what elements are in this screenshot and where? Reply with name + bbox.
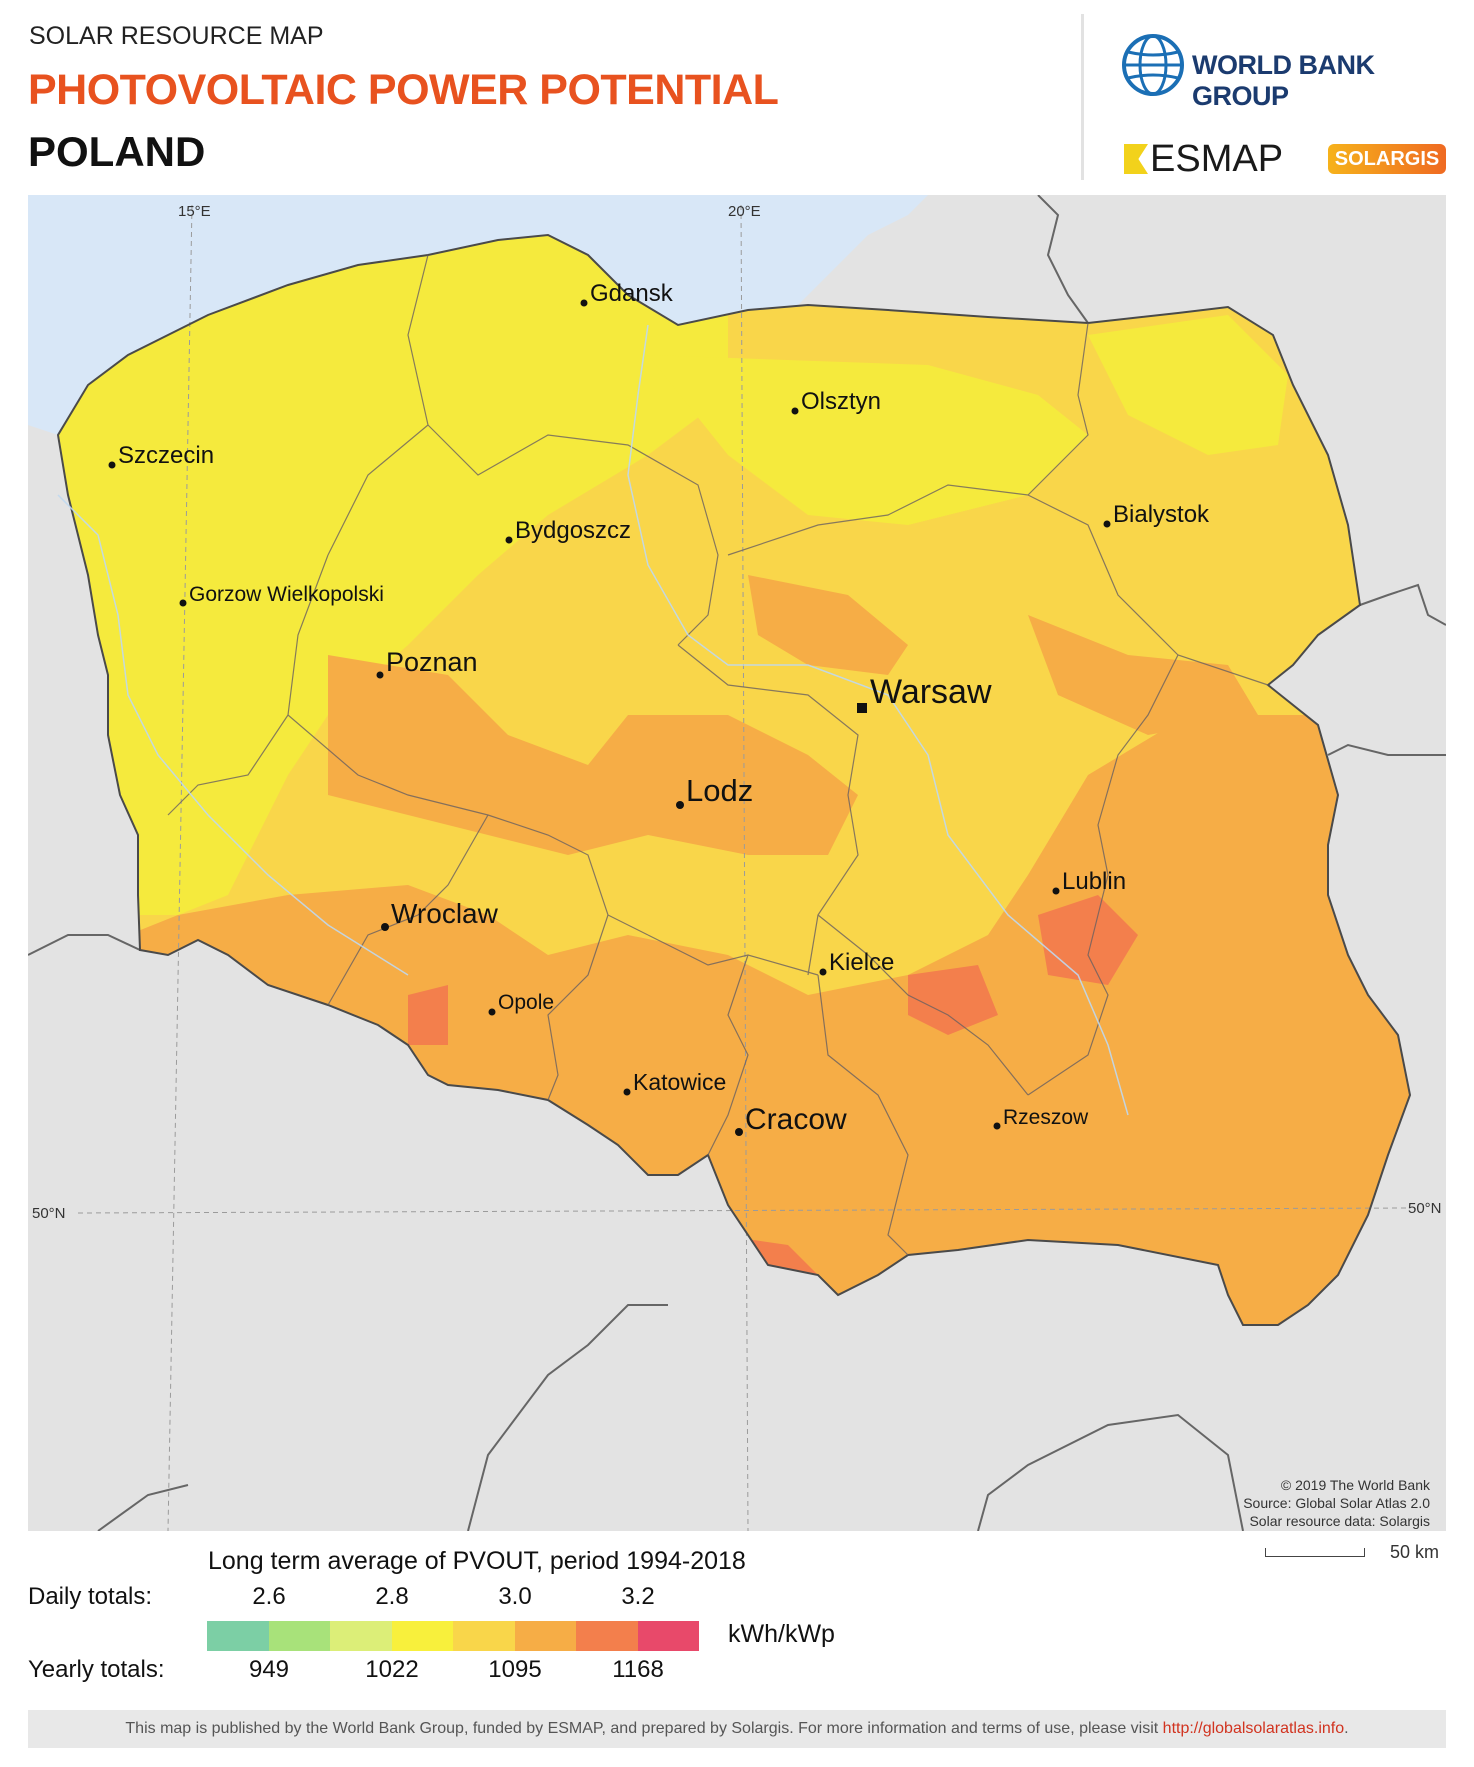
footer-text: This map is published by the World Bank … [125,1720,1163,1737]
legend-yearly-label: Yearly totals: [28,1656,165,1683]
legend-yearly-value: 949 [248,1656,290,1683]
credit-line-data: Solar resource data: Solargis [1249,1513,1430,1529]
legend-daily-value: 3.2 [621,1583,655,1610]
legend-daily-value: 2.8 [375,1583,409,1610]
pvout-raster [58,235,1410,1325]
world-bank-globe-icon [1122,34,1184,96]
legend-daily-label: Daily totals: [28,1583,153,1610]
legend-swatch [637,1621,699,1651]
pvout-map: 15°E 20°E 50°N 50°N Gdansk Olsztyn Szcze… [28,195,1446,1531]
city-dot-poznan [376,671,384,679]
capital-marker-warsaw [857,703,867,713]
city-label-gorzow: Gorzow Wielkopolski [189,583,384,606]
legend-swatch [330,1621,392,1651]
legend-swatch [514,1621,576,1651]
world-bank-logo-text: WORLD BANK GROUP [1192,50,1375,111]
city-dot-szczecin [108,461,116,469]
city-label-lublin: Lublin [1062,868,1126,895]
legend-yearly-value: 1095 [488,1656,542,1683]
city-dot-rzeszow [993,1122,1001,1130]
city-label-kielce: Kielce [829,949,894,976]
city-dot-kielce [819,968,827,976]
city-dot-lodz [676,801,684,809]
legend-swatch [391,1621,453,1651]
lat-label-left: 50°N [32,1205,66,1222]
voivodeship-borders [167,254,1269,1256]
neighbour-borders [28,195,1446,1531]
city-layer: Gdansk Olsztyn Szczecin Bydgoszcz Bialys… [108,280,1210,1136]
city-dot-bydgoszcz [505,536,513,544]
legend-swatch [207,1621,269,1651]
legend-yearly-value: 1168 [612,1656,664,1683]
legend-daily-value: 3.0 [498,1583,532,1610]
legend-unit: kWh/kWp [728,1620,835,1648]
city-label-warsaw: Warsaw [870,673,992,711]
city-label-wroclaw: Wroclaw [391,898,499,929]
legend-colorbar [207,1621,699,1651]
poland-border [56,233,1412,1326]
solargis-logo: SOLARGIS [1328,144,1446,174]
footer-link[interactable]: http://globalsolaratlas.info [1162,1720,1345,1737]
legend-swatch [268,1621,330,1651]
esmap-logo-icon [1124,144,1148,174]
legend-yearly-value: 1022 [365,1656,419,1683]
legend-swatch [453,1621,515,1651]
city-dot-katowice [623,1088,631,1096]
footer-notice: This map is published by the World Bank … [28,1710,1446,1748]
baltic-sea [28,195,1446,435]
city-dot-bialystok [1103,520,1111,528]
city-label-opole: Opole [498,991,554,1014]
city-label-bialystok: Bialystok [1113,501,1210,528]
city-label-bydgoszcz: Bydgoszcz [515,517,631,544]
city-dot-gdansk [580,299,588,307]
rivers [57,324,1129,1116]
map-title: PHOTOVOLTAIC POWER POTENTIAL [28,66,779,114]
city-dot-cracow [735,1128,743,1136]
footer-end: . [1344,1720,1349,1737]
city-label-rzeszow: Rzeszow [1003,1106,1089,1129]
city-dot-wroclaw [381,923,389,931]
city-dot-olsztyn [791,407,799,415]
city-label-olsztyn: Olsztyn [801,388,881,415]
map-credit: © 2019 The World Bank Source: Global Sol… [1243,1476,1430,1530]
esmap-logo-text: ESMAP [1150,138,1284,180]
legend-swatch [576,1621,638,1651]
country-name: POLAND [28,128,206,175]
legend-title: Long term average of PVOUT, period 1994-… [208,1547,746,1575]
city-label-cracow: Cracow [745,1103,847,1136]
header-divider [1081,14,1084,180]
city-label-poznan: Poznan [386,647,478,677]
map-eyebrow: SOLAR RESOURCE MAP [29,22,324,50]
scale-label: 50 km [1390,1542,1440,1562]
city-dot-lublin [1052,887,1060,895]
city-dot-gorzow [179,599,187,607]
lat-label-right: 50°N [1408,1200,1442,1217]
city-label-lodz: Lodz [686,773,753,808]
city-dot-opole [488,1008,496,1016]
graticule [77,204,1409,1531]
credit-line-copyright: © 2019 The World Bank [1280,1477,1430,1493]
lon-label-15e: 15°E [178,203,211,220]
credit-line-source: Source: Global Solar Atlas 2.0 [1243,1495,1430,1511]
city-label-katowice: Katowice [633,1069,726,1095]
legend-daily-value: 2.6 [252,1583,286,1610]
lon-label-20e: 20°E [728,203,761,220]
scale-bar [1265,1548,1365,1557]
city-label-gdansk: Gdansk [590,280,674,307]
city-label-szczecin: Szczecin [118,442,214,469]
